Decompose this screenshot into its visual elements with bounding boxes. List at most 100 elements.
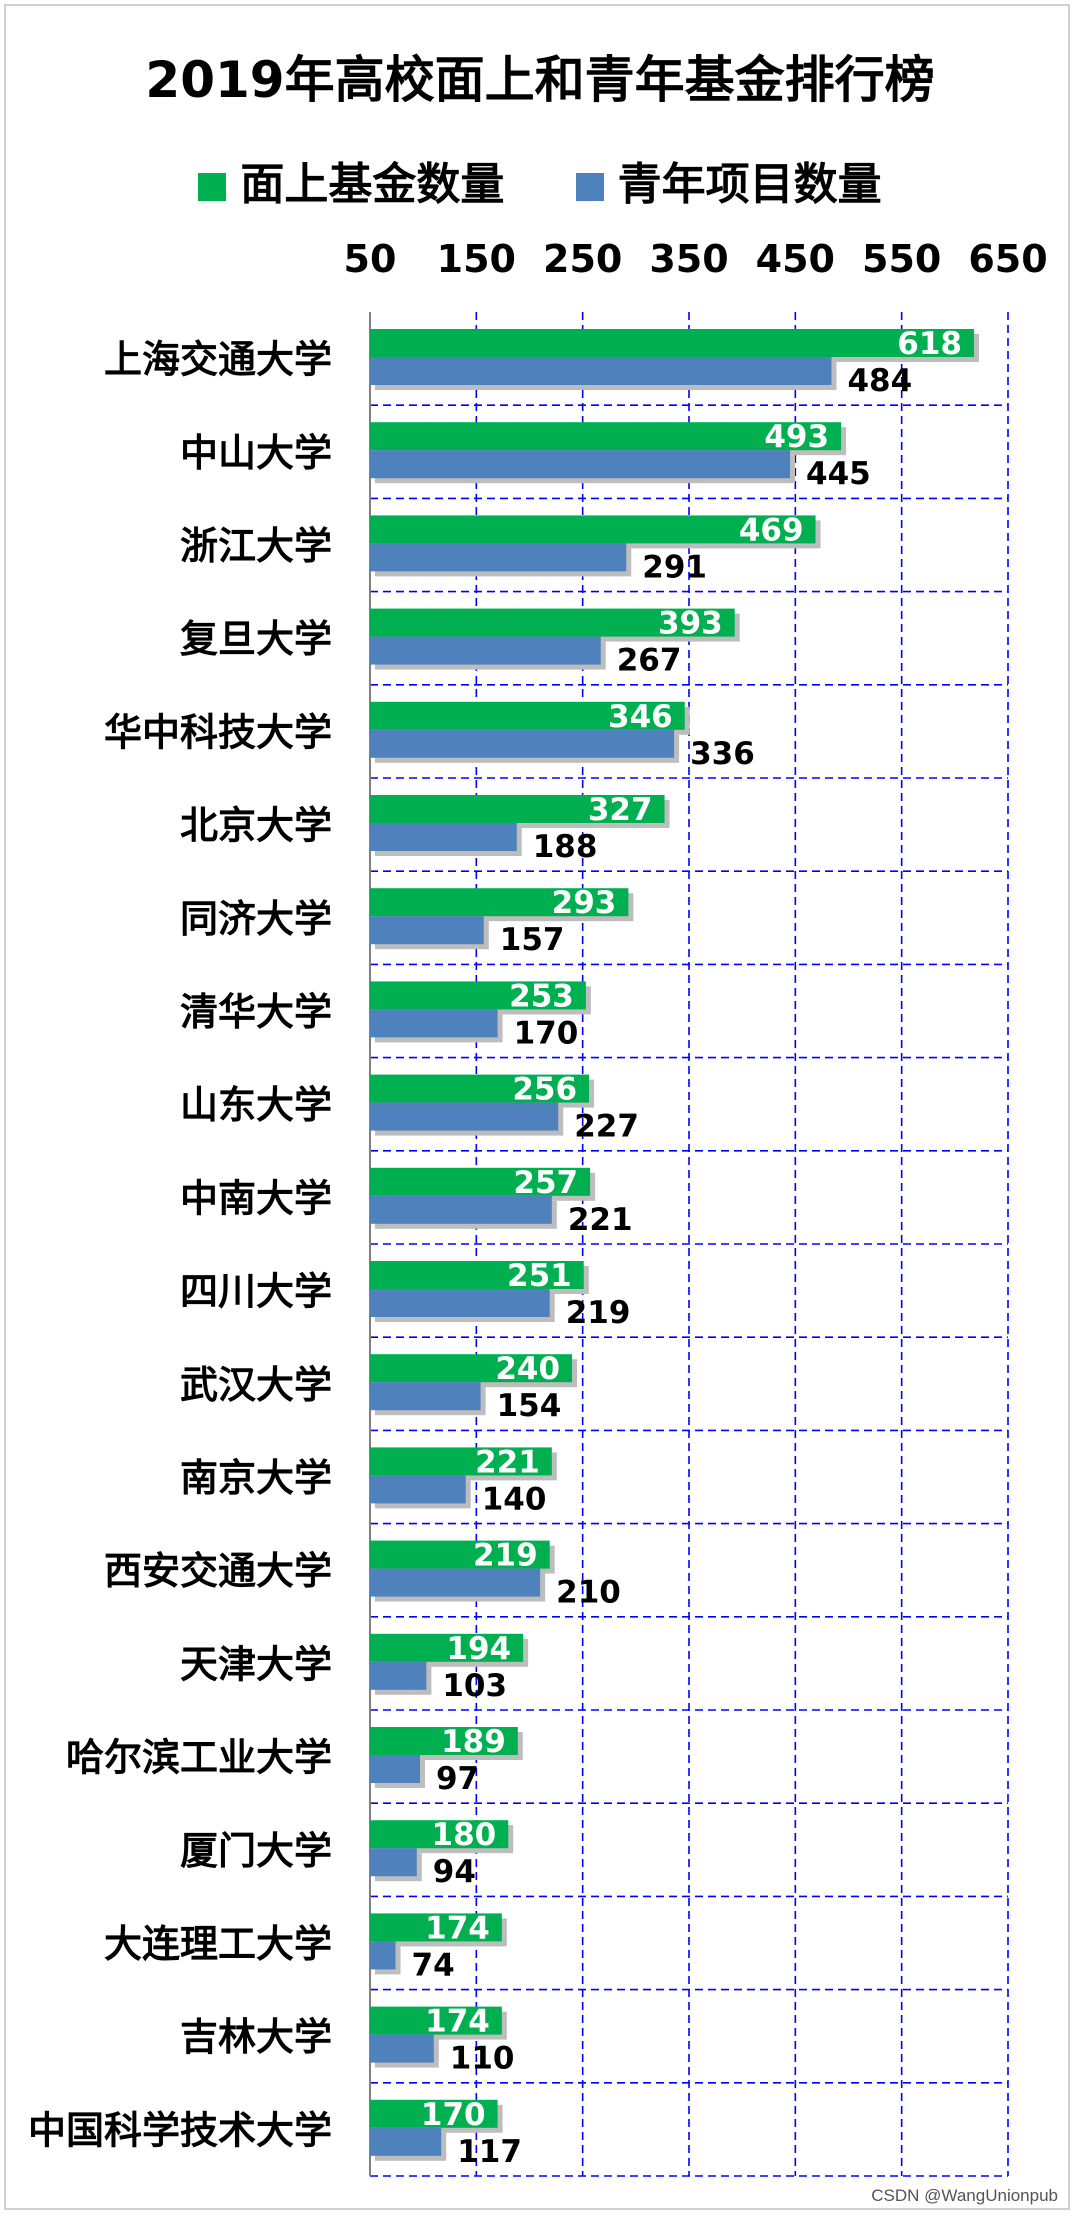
bar-youth xyxy=(370,1475,466,1504)
data-label-youth: 188 xyxy=(533,829,598,865)
legend-swatch-general xyxy=(198,173,227,201)
bar-youth xyxy=(370,2034,434,2063)
bar-general xyxy=(370,1261,584,1289)
category-label: 上海交通大学 xyxy=(104,338,332,382)
category-label: 西安交通大学 xyxy=(104,1549,332,1593)
data-label-youth: 94 xyxy=(433,1854,476,1890)
data-label-youth: 210 xyxy=(556,1575,621,1611)
data-label-youth: 267 xyxy=(617,643,682,679)
data-label-general: 257 xyxy=(513,1165,578,1201)
bar-youth xyxy=(370,729,675,758)
bar-general xyxy=(370,422,842,451)
watermark: CSDN @WangUnionpub xyxy=(871,2186,1058,2205)
bar-general xyxy=(370,1074,590,1103)
bar-general xyxy=(370,1633,524,1662)
category-label: 同济大学 xyxy=(180,897,332,941)
data-label-general: 393 xyxy=(658,606,723,642)
data-label-youth: 445 xyxy=(806,456,871,492)
data-label-general: 180 xyxy=(432,1817,497,1853)
bar-general xyxy=(370,1167,591,1196)
category-label: 华中科技大学 xyxy=(104,710,332,754)
legend-label-general: 面上基金数量 xyxy=(240,159,505,210)
bar-general xyxy=(370,2006,502,2035)
bar-general xyxy=(370,1820,509,1849)
bar-general xyxy=(370,981,586,1010)
bar-youth xyxy=(370,636,601,665)
data-label-youth: 227 xyxy=(574,1109,639,1145)
data-label-general: 189 xyxy=(441,1724,506,1760)
chart-frame xyxy=(4,4,1070,2210)
data-label-youth: 117 xyxy=(457,2134,522,2170)
legend-item-youth: 青年项目数量 xyxy=(575,148,882,212)
data-label-general: 327 xyxy=(588,792,653,828)
data-label-youth: 110 xyxy=(450,2041,515,2077)
category-label: 清华大学 xyxy=(180,990,332,1034)
category-label: 复旦大学 xyxy=(180,617,332,661)
data-label-youth: 291 xyxy=(642,549,707,585)
data-label-general: 256 xyxy=(512,1072,577,1108)
data-label-youth: 157 xyxy=(500,922,565,958)
bar-general xyxy=(370,795,665,823)
data-label-general: 469 xyxy=(739,512,804,548)
bar-youth xyxy=(370,1289,550,1317)
bar-youth xyxy=(370,1848,417,1877)
legend-item-general: 面上基金数量 xyxy=(198,148,504,212)
bar-youth xyxy=(370,1102,559,1131)
category-label: 哈尔滨工业大学 xyxy=(66,1736,332,1780)
bar-general xyxy=(370,701,685,730)
bar-youth xyxy=(370,450,791,479)
bar-youth xyxy=(370,916,484,945)
bar-youth xyxy=(370,823,517,851)
bar-general xyxy=(370,1354,573,1383)
data-label-youth: 219 xyxy=(566,1295,631,1331)
category-label: 北京大学 xyxy=(180,804,332,848)
data-label-general: 174 xyxy=(425,1910,490,1946)
data-label-general: 618 xyxy=(897,326,962,362)
data-label-youth: 74 xyxy=(412,1947,455,1983)
data-label-general: 253 xyxy=(509,978,574,1014)
category-label: 大连理工大学 xyxy=(104,1922,332,1966)
data-label-youth: 484 xyxy=(847,363,912,399)
x-tick-label: 650 xyxy=(968,237,1047,281)
category-label: 吉林大学 xyxy=(180,2015,332,2059)
category-label: 中山大学 xyxy=(180,431,332,475)
category-label: 武汉大学 xyxy=(180,1363,332,1407)
bar-general xyxy=(370,888,629,917)
data-label-general: 174 xyxy=(425,2004,490,2040)
x-tick-label: 50 xyxy=(344,237,397,281)
data-label-general: 219 xyxy=(473,1538,538,1574)
data-label-youth: 103 xyxy=(442,1668,507,1704)
category-label: 四川大学 xyxy=(180,1270,332,1314)
chart-title: 2019年高校面上和青年基金排行榜 xyxy=(145,51,935,109)
legend-swatch-youth xyxy=(575,173,604,201)
legend-label-youth: 青年项目数量 xyxy=(617,159,882,210)
legend: 面上基金数量 青年项目数量 xyxy=(0,148,1080,212)
data-label-youth: 154 xyxy=(497,1388,562,1424)
bar-youth xyxy=(370,2127,442,2156)
bar-youth xyxy=(370,1755,420,1783)
data-label-youth: 140 xyxy=(482,1481,547,1517)
x-tick-label: 450 xyxy=(756,237,835,281)
data-label-youth: 170 xyxy=(514,1015,579,1051)
x-tick-label: 150 xyxy=(437,237,516,281)
data-label-general: 221 xyxy=(475,1444,540,1480)
x-tick-label: 250 xyxy=(543,237,622,281)
data-label-general: 293 xyxy=(552,885,617,921)
data-label-general: 493 xyxy=(764,419,829,455)
bar-general xyxy=(370,515,816,544)
bar-youth xyxy=(370,1568,541,1597)
bar-general xyxy=(370,2099,498,2128)
data-label-youth: 97 xyxy=(436,1761,479,1797)
bar-youth xyxy=(370,543,627,572)
data-label-general: 194 xyxy=(446,1631,511,1667)
data-label-general: 240 xyxy=(495,1351,560,1387)
data-label-general: 170 xyxy=(421,2097,486,2133)
bar-general xyxy=(370,1447,552,1476)
bar-general xyxy=(370,608,735,637)
bar-youth xyxy=(370,1195,552,1224)
x-tick-label: 550 xyxy=(862,237,941,281)
category-label: 中国科学技术大学 xyxy=(28,2108,332,2152)
category-label: 中南大学 xyxy=(180,1176,332,1220)
data-label-youth: 221 xyxy=(568,1202,633,1238)
